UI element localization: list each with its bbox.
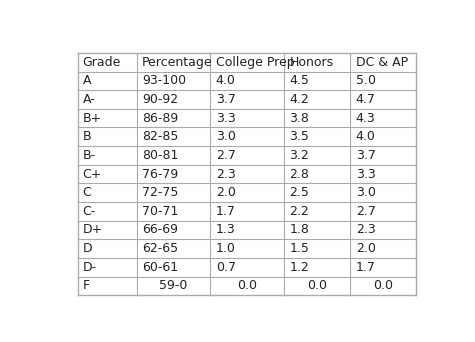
Text: 3.0: 3.0: [356, 186, 376, 199]
Text: 2.8: 2.8: [289, 168, 309, 181]
Text: DC & AP: DC & AP: [356, 56, 408, 69]
Text: College Prep: College Prep: [216, 56, 294, 69]
Text: Honors: Honors: [289, 56, 333, 69]
Text: 1.3: 1.3: [216, 223, 236, 236]
Text: 3.7: 3.7: [216, 93, 236, 106]
Text: 66-69: 66-69: [142, 223, 178, 236]
Text: 2.7: 2.7: [216, 149, 236, 162]
Text: 62-65: 62-65: [142, 242, 178, 255]
Text: 1.8: 1.8: [289, 223, 309, 236]
Text: 4.5: 4.5: [289, 74, 309, 87]
Text: 2.3: 2.3: [356, 223, 375, 236]
Text: 3.3: 3.3: [216, 111, 236, 124]
Text: 2.5: 2.5: [289, 186, 309, 199]
Text: 93-100: 93-100: [142, 74, 186, 87]
Text: 2.0: 2.0: [216, 186, 236, 199]
Text: 3.8: 3.8: [289, 111, 309, 124]
Text: 2.7: 2.7: [356, 205, 376, 218]
Text: 2.0: 2.0: [356, 242, 376, 255]
Text: 86-89: 86-89: [142, 111, 179, 124]
Text: 59-0: 59-0: [159, 279, 188, 292]
Text: 0.0: 0.0: [373, 279, 393, 292]
Text: 4.7: 4.7: [356, 93, 376, 106]
Text: A-: A-: [83, 93, 95, 106]
Text: 2.2: 2.2: [289, 205, 309, 218]
Text: 4.0: 4.0: [356, 130, 376, 143]
Text: 1.2: 1.2: [289, 261, 309, 274]
Text: B-: B-: [83, 149, 95, 162]
Text: 70-71: 70-71: [142, 205, 179, 218]
Text: 90-92: 90-92: [142, 93, 178, 106]
Text: 1.7: 1.7: [356, 261, 376, 274]
Text: 0.0: 0.0: [237, 279, 257, 292]
Text: A: A: [83, 74, 91, 87]
Text: 4.3: 4.3: [356, 111, 375, 124]
Text: 72-75: 72-75: [142, 186, 179, 199]
Text: 1.5: 1.5: [289, 242, 309, 255]
Text: B+: B+: [83, 111, 102, 124]
Text: 82-85: 82-85: [142, 130, 179, 143]
Text: 3.3: 3.3: [356, 168, 375, 181]
Text: Percentage: Percentage: [142, 56, 213, 69]
Text: 60-61: 60-61: [142, 261, 178, 274]
Text: Grade: Grade: [83, 56, 121, 69]
Text: D: D: [83, 242, 92, 255]
Text: 5.0: 5.0: [356, 74, 376, 87]
Text: 3.5: 3.5: [289, 130, 309, 143]
Text: D-: D-: [83, 261, 97, 274]
Text: 2.3: 2.3: [216, 168, 236, 181]
Text: 4.0: 4.0: [216, 74, 236, 87]
Text: D+: D+: [83, 223, 103, 236]
Text: 3.7: 3.7: [356, 149, 376, 162]
Text: 80-81: 80-81: [142, 149, 179, 162]
Text: C+: C+: [83, 168, 102, 181]
Text: 1.0: 1.0: [216, 242, 236, 255]
Text: 3.2: 3.2: [289, 149, 309, 162]
Text: 0.0: 0.0: [307, 279, 327, 292]
Text: F: F: [83, 279, 90, 292]
Text: 0.7: 0.7: [216, 261, 236, 274]
Text: 76-79: 76-79: [142, 168, 179, 181]
Text: 4.2: 4.2: [289, 93, 309, 106]
Text: C-: C-: [83, 205, 96, 218]
Text: B: B: [83, 130, 91, 143]
Text: C: C: [83, 186, 91, 199]
Text: 1.7: 1.7: [216, 205, 236, 218]
Text: 3.0: 3.0: [216, 130, 236, 143]
